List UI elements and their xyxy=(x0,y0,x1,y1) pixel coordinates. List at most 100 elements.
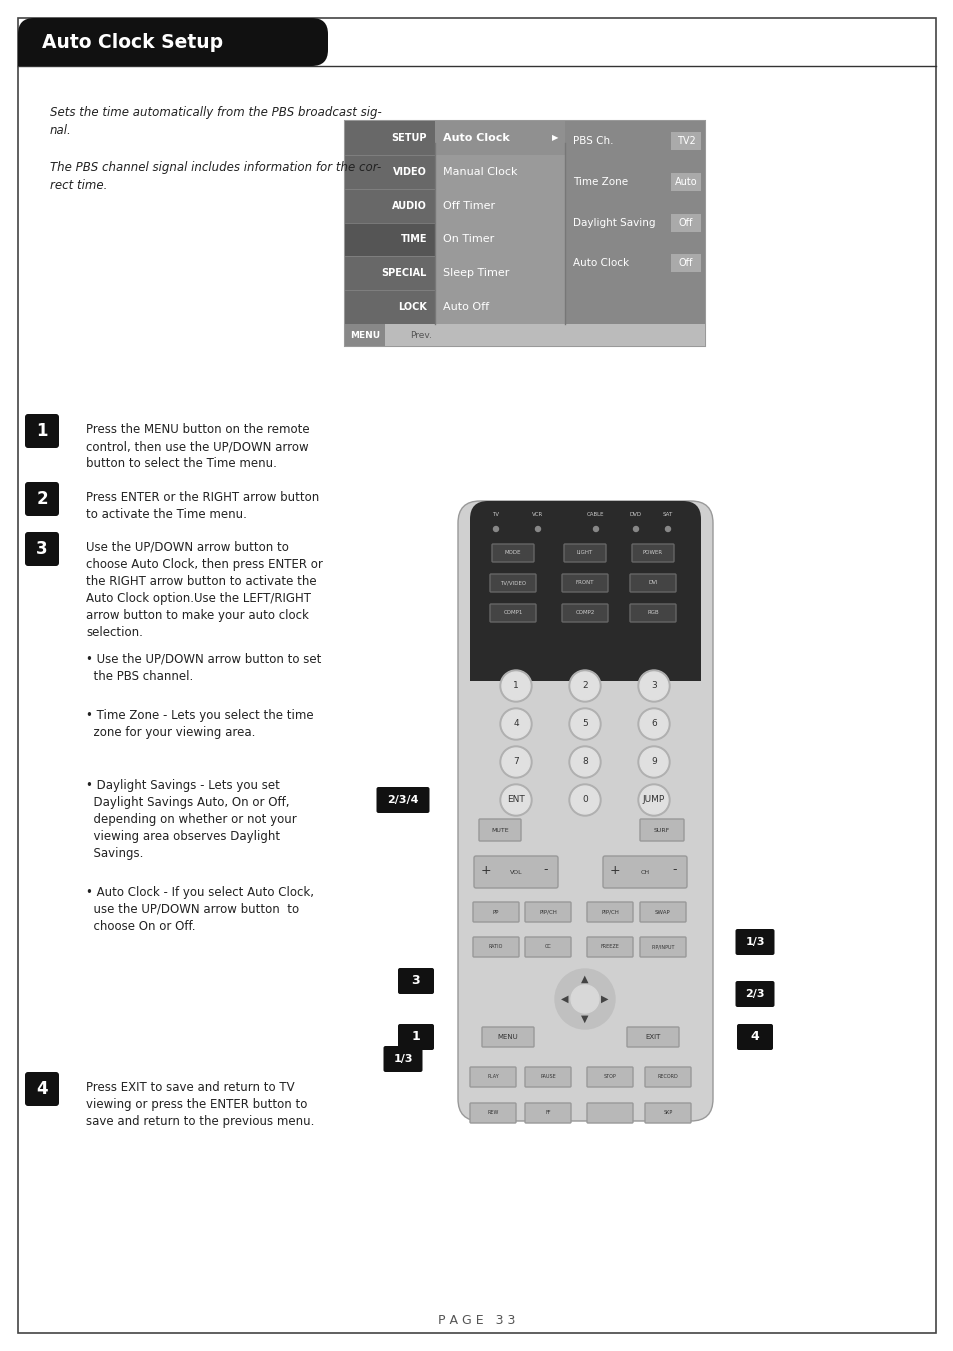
Text: On Timer: On Timer xyxy=(442,235,494,245)
Text: PIP/CH: PIP/CH xyxy=(600,909,618,915)
Circle shape xyxy=(499,670,532,703)
Bar xyxy=(564,122,704,324)
Text: MENU: MENU xyxy=(350,331,379,339)
Text: SPECIAL: SPECIAL xyxy=(381,269,427,278)
Bar xyxy=(435,122,564,155)
Circle shape xyxy=(639,711,667,738)
Circle shape xyxy=(501,711,530,738)
FancyBboxPatch shape xyxy=(25,482,59,516)
FancyBboxPatch shape xyxy=(586,1067,633,1088)
Circle shape xyxy=(639,671,667,700)
Text: 7: 7 xyxy=(513,758,518,766)
FancyBboxPatch shape xyxy=(473,938,518,957)
Text: Off: Off xyxy=(679,218,693,227)
Circle shape xyxy=(568,746,600,778)
Text: 3: 3 xyxy=(412,974,420,988)
Text: FRONT: FRONT xyxy=(576,581,594,585)
FancyBboxPatch shape xyxy=(639,938,685,957)
Text: +: + xyxy=(480,863,491,877)
Text: Auto: Auto xyxy=(674,177,697,186)
FancyBboxPatch shape xyxy=(470,501,700,681)
Text: MODE: MODE xyxy=(504,550,520,555)
FancyBboxPatch shape xyxy=(629,574,676,592)
Text: SKP: SKP xyxy=(662,1111,672,1116)
FancyBboxPatch shape xyxy=(586,1102,633,1123)
Circle shape xyxy=(501,671,530,700)
Text: 9: 9 xyxy=(651,758,657,766)
Text: 2/3/4: 2/3/4 xyxy=(387,794,418,805)
Circle shape xyxy=(568,784,600,816)
Text: 6: 6 xyxy=(651,720,657,728)
Text: VIDEO: VIDEO xyxy=(393,166,427,177)
FancyBboxPatch shape xyxy=(474,857,558,888)
Circle shape xyxy=(571,671,598,700)
Text: CABLE: CABLE xyxy=(587,512,604,517)
Text: 3: 3 xyxy=(36,540,48,558)
Text: Daylight Saving: Daylight Saving xyxy=(573,218,655,227)
Text: FREEZE: FREEZE xyxy=(600,944,618,950)
FancyBboxPatch shape xyxy=(639,902,685,921)
Text: SETUP: SETUP xyxy=(391,132,427,143)
Circle shape xyxy=(499,746,532,778)
FancyBboxPatch shape xyxy=(478,819,520,842)
FancyBboxPatch shape xyxy=(470,1067,516,1088)
Text: RGB: RGB xyxy=(646,611,659,616)
FancyBboxPatch shape xyxy=(631,544,673,562)
Text: 2: 2 xyxy=(581,681,587,690)
Text: AUDIO: AUDIO xyxy=(392,200,427,211)
Text: Sets the time automatically from the PBS broadcast sig-
nal.: Sets the time automatically from the PBS… xyxy=(50,105,381,136)
FancyBboxPatch shape xyxy=(586,902,633,921)
Text: Time Zone: Time Zone xyxy=(573,177,627,186)
Circle shape xyxy=(493,527,498,531)
FancyBboxPatch shape xyxy=(586,938,633,957)
Text: ENT: ENT xyxy=(507,796,524,804)
Text: POWER: POWER xyxy=(642,550,662,555)
Text: 0: 0 xyxy=(581,796,587,804)
Circle shape xyxy=(665,527,670,531)
Text: RATIO: RATIO xyxy=(488,944,502,950)
Text: Use the UP/DOWN arrow button to
choose Auto Clock, then press ENTER or
the RIGHT: Use the UP/DOWN arrow button to choose A… xyxy=(86,540,322,639)
Bar xyxy=(345,324,704,346)
Text: 2/3: 2/3 xyxy=(744,989,764,998)
Text: • Time Zone - Lets you select the time
  zone for your viewing area.: • Time Zone - Lets you select the time z… xyxy=(86,709,314,739)
Circle shape xyxy=(571,786,598,815)
Circle shape xyxy=(501,748,530,775)
Bar xyxy=(345,223,435,257)
Text: Press ENTER or the RIGHT arrow button
to activate the Time menu.: Press ENTER or the RIGHT arrow button to… xyxy=(86,490,319,521)
Text: Off Timer: Off Timer xyxy=(442,200,495,211)
Text: ▶: ▶ xyxy=(551,134,558,142)
Text: PAUSE: PAUSE xyxy=(539,1074,556,1079)
Text: ▶: ▶ xyxy=(600,994,608,1004)
FancyBboxPatch shape xyxy=(626,1027,679,1047)
Text: • Use the UP/DOWN arrow button to set
  the PBS channel.: • Use the UP/DOWN arrow button to set th… xyxy=(86,653,321,684)
FancyBboxPatch shape xyxy=(602,857,686,888)
Text: FF: FF xyxy=(545,1111,550,1116)
FancyBboxPatch shape xyxy=(524,1067,571,1088)
Text: SURF: SURF xyxy=(653,828,669,832)
Text: SAT: SAT xyxy=(662,512,673,517)
Circle shape xyxy=(499,784,532,816)
Text: -: - xyxy=(672,863,677,877)
Text: CH: CH xyxy=(639,870,649,874)
Circle shape xyxy=(568,670,600,703)
Bar xyxy=(345,324,385,346)
Text: 1: 1 xyxy=(411,1031,420,1043)
FancyBboxPatch shape xyxy=(383,1046,422,1071)
Text: LOCK: LOCK xyxy=(397,303,427,312)
Text: TV/VIDEO: TV/VIDEO xyxy=(499,581,525,585)
Bar xyxy=(670,213,700,231)
Text: PP: PP xyxy=(493,909,498,915)
Circle shape xyxy=(639,748,667,775)
Circle shape xyxy=(633,527,638,531)
Circle shape xyxy=(571,711,598,738)
Bar xyxy=(470,663,700,681)
Text: ◀: ◀ xyxy=(560,994,568,1004)
FancyBboxPatch shape xyxy=(457,501,712,1121)
Text: DVD: DVD xyxy=(629,512,641,517)
Text: JUMP: JUMP xyxy=(642,796,664,804)
Text: 1/3: 1/3 xyxy=(744,938,764,947)
Text: Sleep Timer: Sleep Timer xyxy=(442,269,509,278)
Text: • Daylight Savings - Lets you set
  Daylight Savings Auto, On or Off,
  dependin: • Daylight Savings - Lets you set Daylig… xyxy=(86,780,296,861)
Bar xyxy=(345,122,435,324)
Text: 1: 1 xyxy=(513,681,518,690)
